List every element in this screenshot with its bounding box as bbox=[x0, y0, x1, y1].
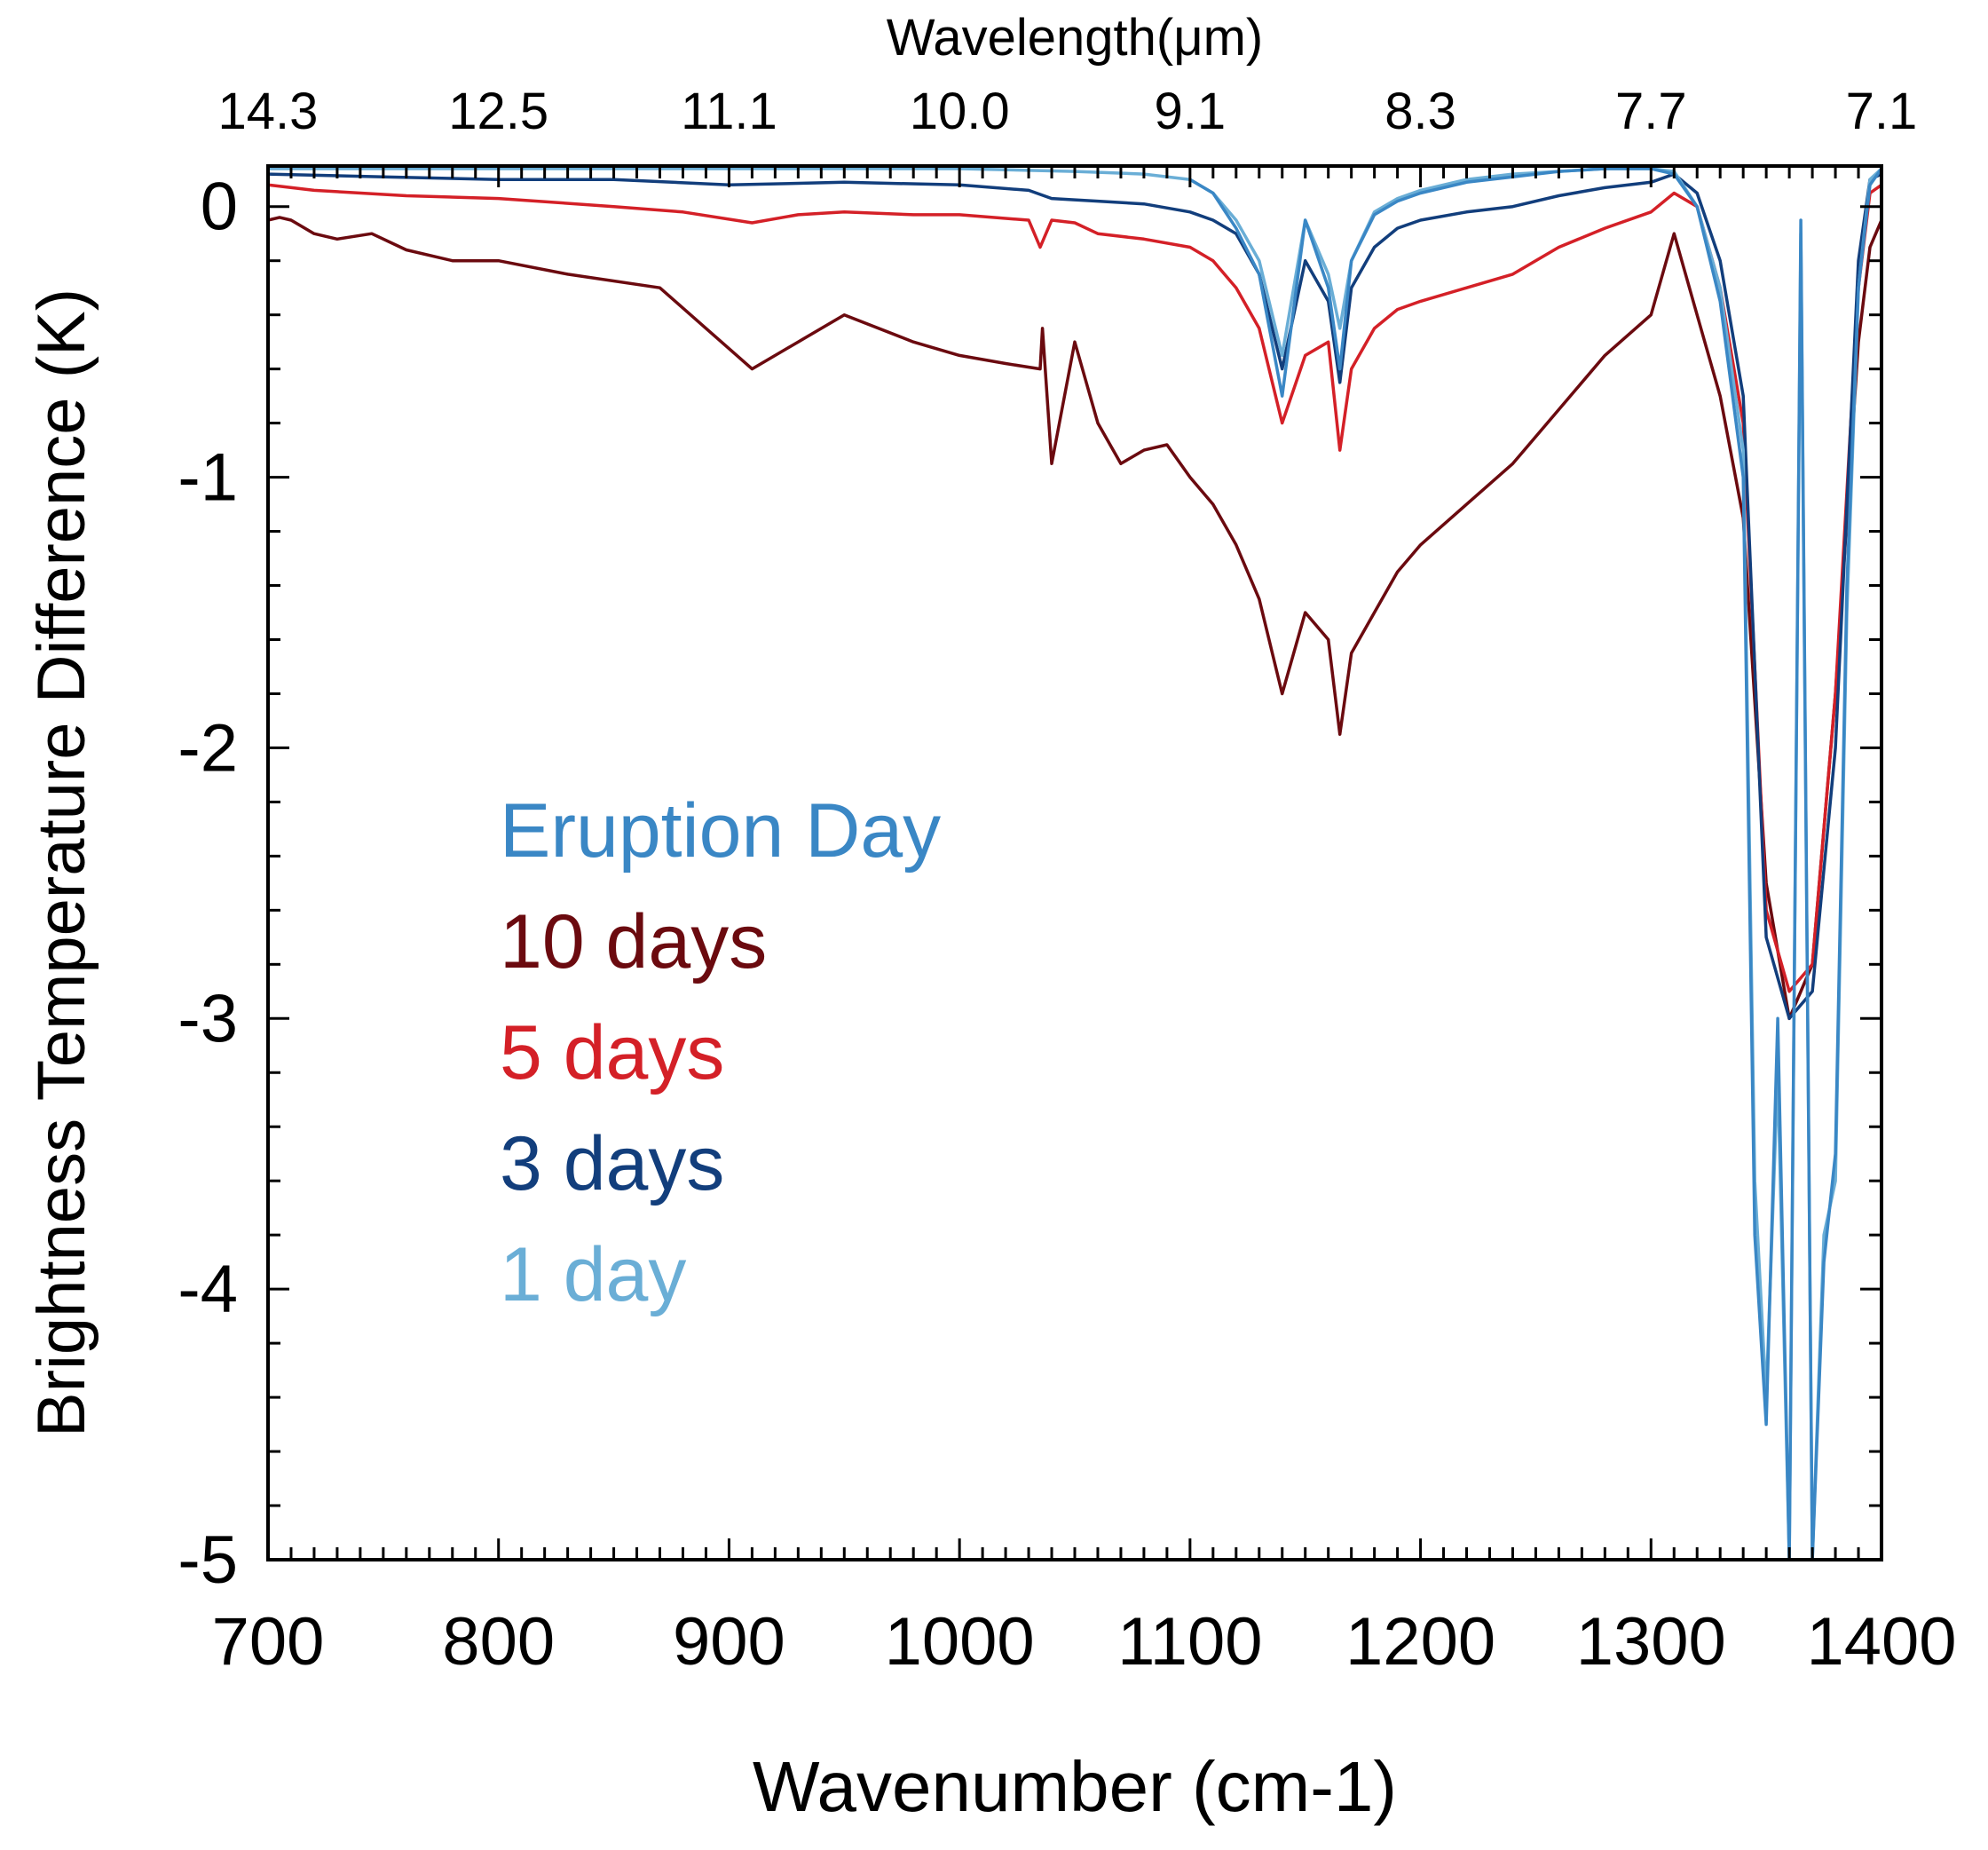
y-tick-label: -3 bbox=[178, 981, 238, 1056]
series-line-5-days bbox=[267, 183, 1883, 993]
top-tick-label: 7.7 bbox=[1615, 83, 1687, 140]
x-tick-label: 1400 bbox=[1806, 1604, 1956, 1680]
legend-entry-5-days: 5 days bbox=[500, 1010, 724, 1095]
x-tick-label: 800 bbox=[442, 1604, 555, 1680]
top-tick-label: 9.1 bbox=[1155, 83, 1227, 140]
x-tick-label: 900 bbox=[673, 1604, 785, 1680]
top-tick-label: 7.1 bbox=[1846, 83, 1918, 140]
top-tick-label: 12.5 bbox=[448, 83, 548, 140]
y-axis-title: Brightness Temperature Difference (K) bbox=[24, 289, 99, 1437]
legend-entry-10-days: 10 days bbox=[500, 899, 767, 984]
x-tick-label: 1300 bbox=[1576, 1604, 1726, 1680]
y-tick-label: -1 bbox=[178, 440, 238, 516]
y-tick-label: -5 bbox=[178, 1522, 238, 1598]
top-tick-label: 8.3 bbox=[1384, 83, 1456, 140]
legend-entry-eruption-day: Eruption Day bbox=[500, 788, 941, 874]
series-line-3-days bbox=[267, 172, 1882, 1021]
top-tick-label: 10.0 bbox=[910, 83, 1010, 140]
series-line-10-days bbox=[267, 216, 1883, 1021]
top-axis-title: Wavelength(μm) bbox=[887, 9, 1264, 67]
legend-entry-1-day: 1 day bbox=[500, 1232, 686, 1317]
x-tick-label: 1200 bbox=[1345, 1604, 1495, 1680]
series-line-eruption-day bbox=[1189, 167, 1883, 1561]
legend-entry-3-days: 3 days bbox=[500, 1121, 724, 1206]
top-tick-label: 14.3 bbox=[218, 83, 319, 140]
x-tick-label: 700 bbox=[212, 1604, 325, 1680]
y-tick-label: 0 bbox=[201, 170, 238, 245]
x-tick-label: 1000 bbox=[885, 1604, 1035, 1680]
x-tick-label: 1100 bbox=[1117, 1604, 1262, 1680]
y-tick-label: -2 bbox=[178, 710, 238, 786]
top-tick-label: 11.1 bbox=[681, 83, 777, 140]
y-tick-label: -4 bbox=[178, 1252, 238, 1327]
legend: Eruption Day 10 days 5 days 3 days 1 day bbox=[500, 788, 941, 1317]
tick-layer: 700 800 900 1000 1100 1200 1300 1400 0 -1 -2 -3 -4 -5… bbox=[178, 83, 1956, 1680]
x-axis-title: Wavenumber (cm-1) bbox=[753, 1747, 1397, 1826]
